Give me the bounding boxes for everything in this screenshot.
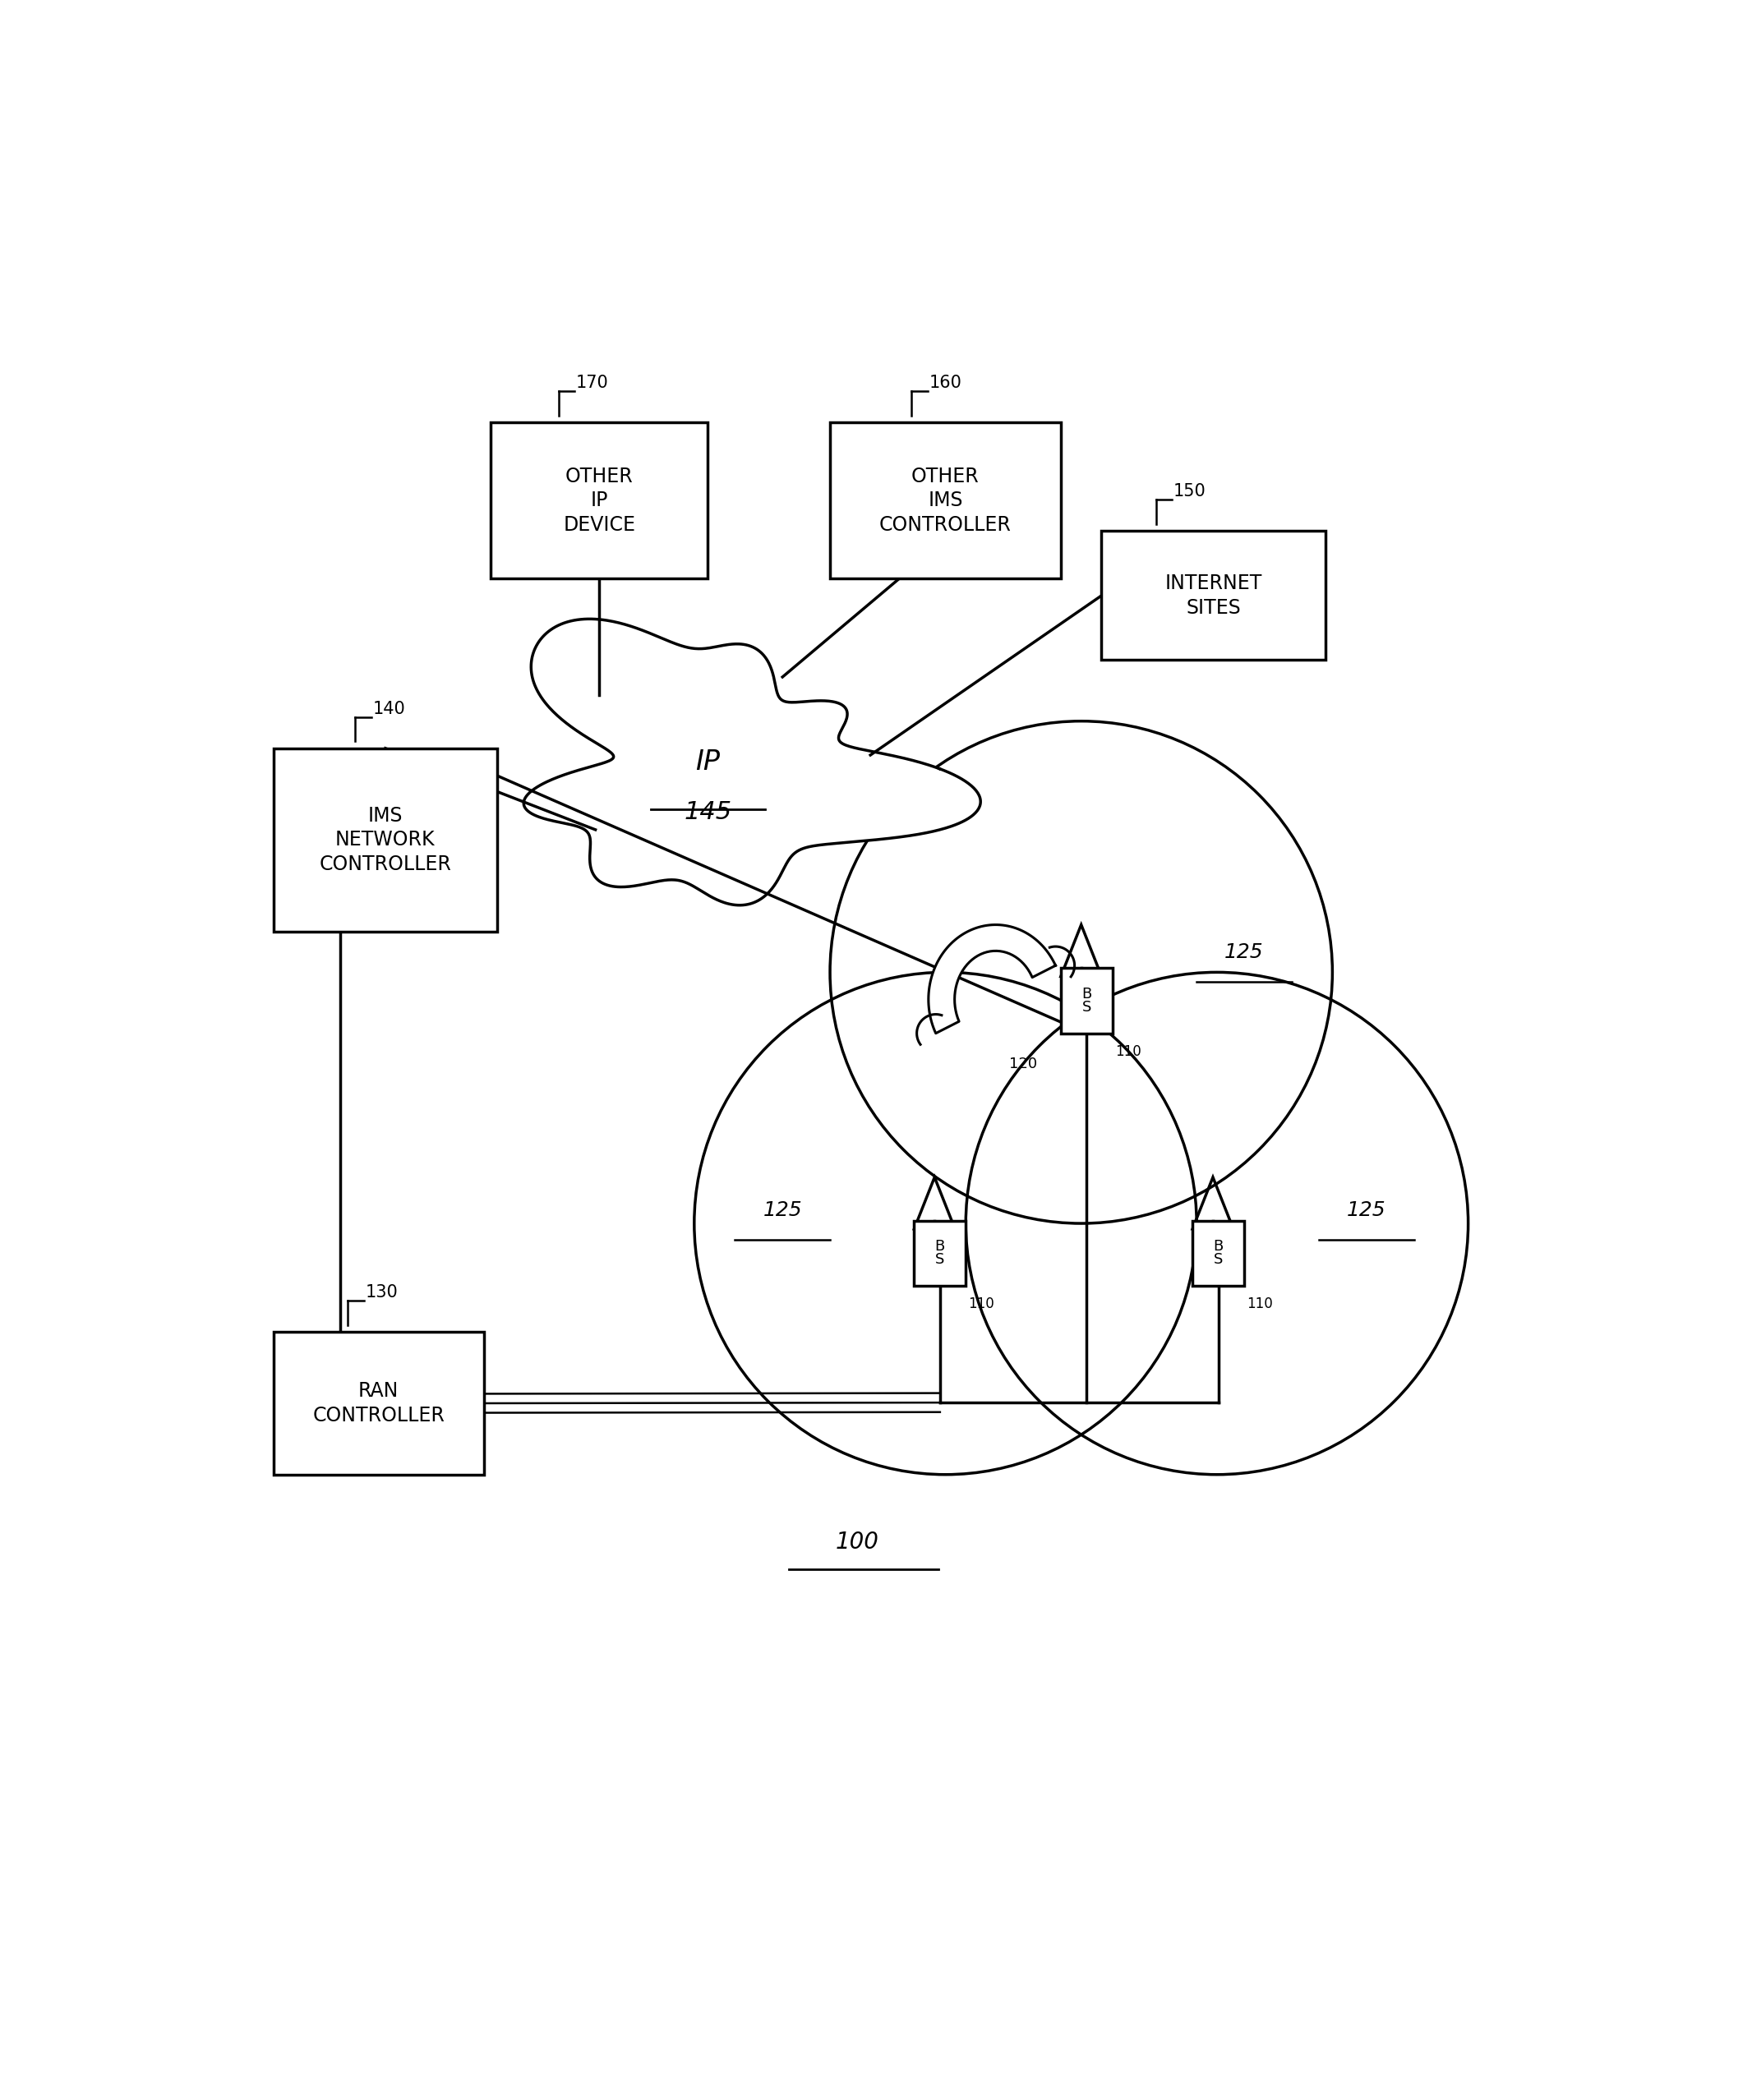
Text: B
S: B S — [1081, 987, 1091, 1014]
FancyBboxPatch shape — [273, 748, 498, 932]
FancyBboxPatch shape — [830, 422, 1060, 580]
Text: 110: 110 — [1116, 1044, 1141, 1058]
Polygon shape — [929, 924, 1055, 1033]
Text: IMS
NETWORK
CONTROLLER: IMS NETWORK CONTROLLER — [319, 806, 452, 874]
Text: 100: 100 — [836, 1531, 880, 1554]
Text: B
S: B S — [936, 1239, 944, 1266]
Text: 120: 120 — [1009, 1056, 1037, 1071]
FancyBboxPatch shape — [491, 422, 708, 580]
Text: RAN
CONTROLLER: RAN CONTROLLER — [312, 1382, 445, 1426]
Text: IP: IP — [696, 748, 720, 775]
Text: 170: 170 — [576, 374, 608, 391]
Text: 150: 150 — [1174, 483, 1205, 500]
Text: 130: 130 — [366, 1285, 398, 1300]
Text: 145: 145 — [683, 800, 732, 823]
Text: OTHER
IMS
CONTROLLER: OTHER IMS CONTROLLER — [880, 466, 1011, 536]
Text: INTERNET
SITES: INTERNET SITES — [1165, 573, 1261, 617]
FancyBboxPatch shape — [1060, 968, 1113, 1033]
Text: 125: 125 — [762, 1199, 802, 1220]
Text: OTHER
IP
DEVICE: OTHER IP DEVICE — [562, 466, 636, 536]
Text: B
S: B S — [1214, 1239, 1223, 1266]
FancyBboxPatch shape — [273, 1331, 484, 1474]
Text: 160: 160 — [929, 374, 962, 391]
Text: 110: 110 — [1247, 1296, 1274, 1312]
Polygon shape — [524, 620, 981, 905]
Text: 110: 110 — [969, 1296, 995, 1312]
FancyBboxPatch shape — [915, 1220, 965, 1285]
Text: 140: 140 — [373, 701, 405, 716]
FancyBboxPatch shape — [1193, 1220, 1244, 1285]
FancyBboxPatch shape — [1102, 531, 1326, 659]
Text: 125: 125 — [1225, 943, 1263, 962]
Text: 125: 125 — [1347, 1199, 1386, 1220]
